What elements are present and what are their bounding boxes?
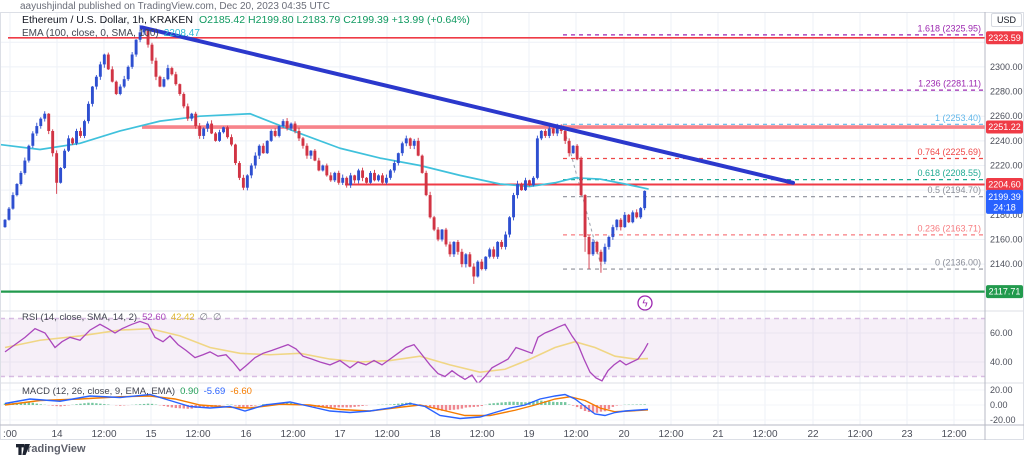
price-badge xyxy=(986,189,1023,214)
price-tick-label: 2240.00 xyxy=(990,136,1023,146)
time-tick-label[interactable]: 16 xyxy=(240,429,252,440)
fib-level-label: 0.618 (2208.55) xyxy=(917,168,981,178)
ema-line xyxy=(0,112,649,190)
grid xyxy=(0,12,985,425)
macd-line xyxy=(4,393,649,420)
time-tick-label[interactable]: 15 xyxy=(145,429,157,440)
price-tick-label: 2260.00 xyxy=(990,111,1023,121)
time-tick-label[interactable]: :00 xyxy=(3,429,17,440)
time-tick-label[interactable]: 12:00 xyxy=(185,429,210,440)
time-tick-label[interactable]: 12:00 xyxy=(91,429,116,440)
fib-level-label: 1 (2253.40) xyxy=(935,113,981,123)
svg-text:2251.22: 2251.22 xyxy=(988,122,1021,132)
price-tick-label: 2160.00 xyxy=(990,234,1023,244)
svg-text:2117.71: 2117.71 xyxy=(989,287,1021,297)
idea-marker: ϟ xyxy=(637,295,653,311)
time-tick-label[interactable]: 12:00 xyxy=(847,429,872,440)
price-badge xyxy=(986,31,1023,45)
svg-text:2204.60: 2204.60 xyxy=(988,179,1021,189)
fib-level-label: 0.236 (2163.71) xyxy=(917,223,981,233)
trendline xyxy=(140,25,795,185)
rsi-line xyxy=(4,320,649,383)
fib-level-label: 0.764 (2225.69) xyxy=(917,147,981,157)
price-tick-label: 2140.00 xyxy=(990,259,1023,269)
price-badge xyxy=(986,285,1023,299)
price-tick-label: 2180.00 xyxy=(990,210,1023,220)
rsi-tick-label: 40.00 xyxy=(990,357,1013,367)
fib-levels: 1.618 (2325.95) 1.236 (2281.11) 1 (2253.40… xyxy=(562,23,985,270)
time-tick-label[interactable]: 23 xyxy=(901,429,913,440)
time-tick-label[interactable]: 17 xyxy=(334,429,346,440)
macd-tick-label: -20.00 xyxy=(990,415,1016,425)
time-tick-label[interactable]: 19 xyxy=(523,429,535,440)
rsi-tick-label: 60.00 xyxy=(990,328,1013,338)
svg-text:2323.59: 2323.59 xyxy=(988,33,1021,43)
lightning-icon: ϟ xyxy=(642,299,648,310)
time-tick-label[interactable]: 12:00 xyxy=(658,429,683,440)
time-tick-label[interactable]: 12:00 xyxy=(563,429,588,440)
price-badge xyxy=(986,177,1023,191)
time-tick-label[interactable]: 18 xyxy=(429,429,441,440)
fib-level-label: 1.618 (2325.95) xyxy=(917,23,981,33)
time-tick-label[interactable]: 12:00 xyxy=(752,429,777,440)
bar-countdown: 24:18 xyxy=(993,202,1016,212)
candlestick-series xyxy=(3,24,647,284)
time-tick-label[interactable]: 12:00 xyxy=(374,429,399,440)
fib-level-label: 0 (2136.00) xyxy=(935,258,981,268)
macd-tick-label: 20.00 xyxy=(990,385,1013,395)
price-axis: 2300.00 2280.00 2260.00 2240.00 2220.00 2180.… xyxy=(990,62,1023,425)
macd-tick-label: 0.00 xyxy=(990,400,1008,410)
svg-text:2199.39: 2199.39 xyxy=(988,192,1021,202)
price-tick-label: 2300.00 xyxy=(990,62,1023,72)
time-tick-label[interactable]: 21 xyxy=(712,429,724,440)
time-axis: :00 14 12:00 15 12:00 16 12:00 17 12:00 18 12:00 19… xyxy=(3,429,967,440)
time-tick-label[interactable]: 12:00 xyxy=(941,429,966,440)
fib-level-label: 1.236 (2281.11) xyxy=(918,79,981,89)
time-tick-label[interactable]: 20 xyxy=(618,429,630,440)
price-tick-label: 2280.00 xyxy=(990,87,1023,97)
price-tick-label: 2220.00 xyxy=(990,161,1023,171)
fib-level-label: 0.5 (2194.70) xyxy=(927,185,981,195)
time-tick-label[interactable]: 12:00 xyxy=(469,429,494,440)
rsi-lines xyxy=(4,320,649,383)
price-badge xyxy=(986,120,1023,134)
macd-lines xyxy=(4,393,649,420)
time-tick-label[interactable]: 14 xyxy=(51,429,63,440)
time-tick-label[interactable]: 22 xyxy=(807,429,819,440)
time-tick-label[interactable]: 12:00 xyxy=(280,429,305,440)
